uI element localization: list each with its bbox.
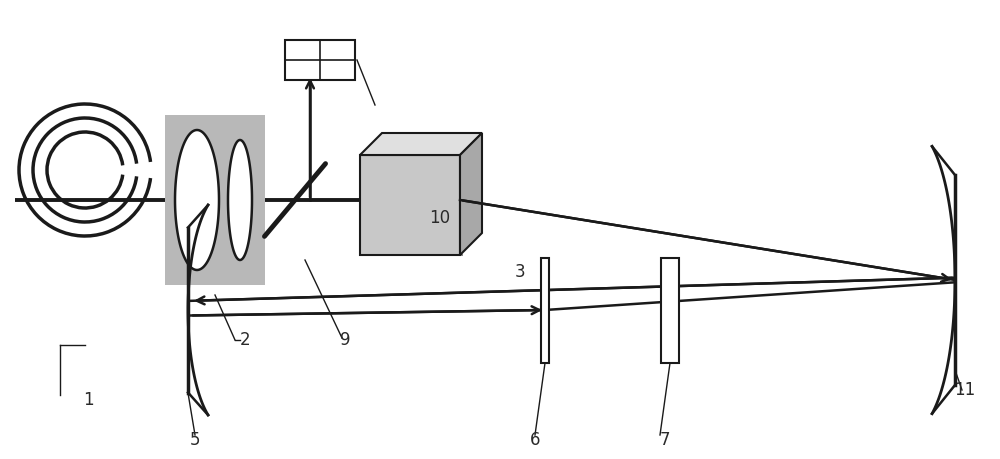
Polygon shape: [360, 133, 482, 155]
Text: 7: 7: [660, 431, 670, 449]
Bar: [661, 257, 679, 363]
Polygon shape: [228, 140, 252, 260]
Polygon shape: [460, 133, 482, 255]
Text: 2: 2: [240, 331, 250, 349]
Text: 5: 5: [190, 431, 200, 449]
Text: 3: 3: [515, 263, 525, 281]
Text: 10: 10: [429, 209, 451, 227]
Text: 9: 9: [340, 331, 350, 349]
Bar: [541, 257, 549, 363]
Bar: [285, 40, 355, 80]
Text: 6: 6: [530, 431, 540, 449]
Text: 1: 1: [83, 391, 93, 409]
Polygon shape: [175, 130, 219, 270]
Bar: [165, 115, 265, 285]
Bar: [360, 155, 460, 255]
Text: 11: 11: [954, 381, 976, 399]
